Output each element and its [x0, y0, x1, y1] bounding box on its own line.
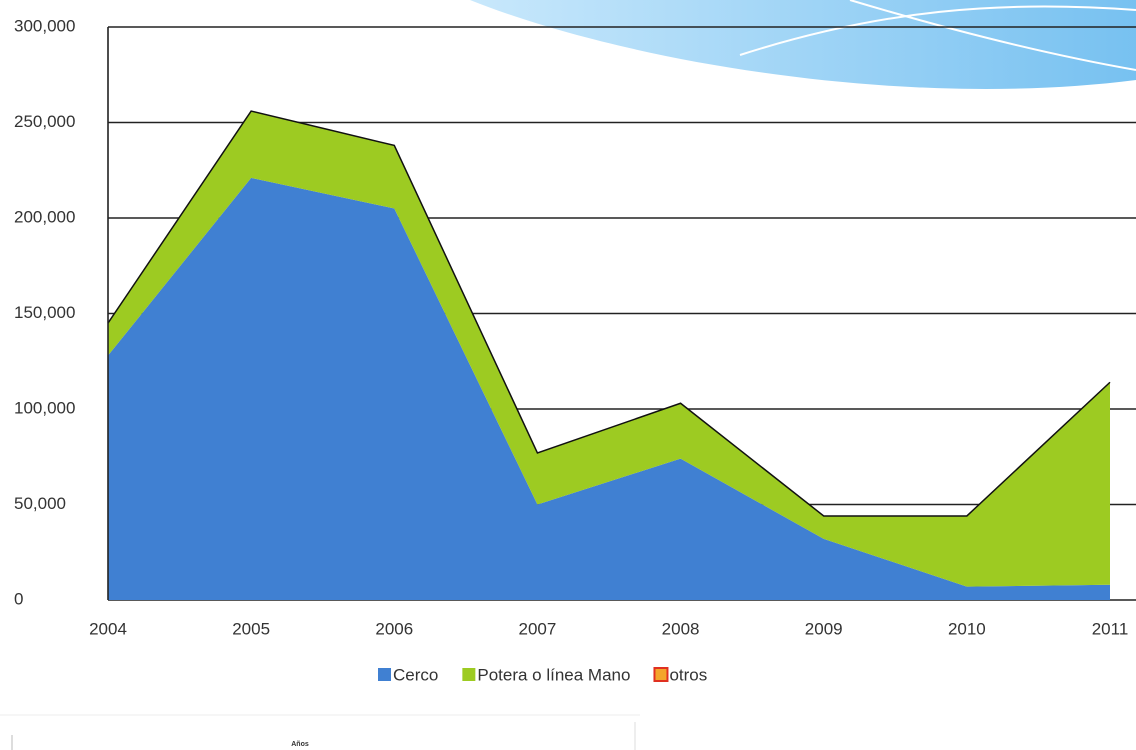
y-tick-label: 0 — [14, 589, 23, 608]
y-tick-label: 100,000 — [14, 398, 75, 417]
legend-label: Potera o línea Mano — [477, 665, 630, 684]
x-tick-label: 2007 — [519, 619, 557, 638]
legend-swatch — [462, 668, 475, 681]
x-tick-label: 2004 — [89, 619, 127, 638]
x-tick-label: 2011 — [1092, 619, 1129, 638]
footer-label: Años — [291, 741, 309, 748]
legend-label: otros — [669, 665, 707, 684]
legend-label: Cerco — [393, 665, 438, 684]
legend-swatch — [654, 668, 667, 681]
y-tick-label: 200,000 — [14, 207, 75, 226]
x-tick-label: 2009 — [805, 619, 843, 638]
y-tick-label: 300,000 — [14, 16, 75, 35]
y-tick-label: 250,000 — [14, 112, 75, 131]
y-tick-label: 50,000 — [14, 494, 66, 513]
x-tick-label: 2008 — [662, 619, 700, 638]
legend-swatch — [378, 668, 391, 681]
decoration — [470, 0, 1136, 89]
chart: 0 50,000 100,000 150,000 200,000 250,000 300,0… — [0, 0, 1136, 750]
y-tick-label: 150,000 — [14, 303, 75, 322]
x-tick-label: 2010 — [948, 619, 986, 638]
x-tick-label: 2005 — [232, 619, 270, 638]
x-tick-label: 2006 — [375, 619, 413, 638]
page: 0 50,000 100,000 150,000 200,000 250,000 300,0… — [0, 0, 1136, 750]
